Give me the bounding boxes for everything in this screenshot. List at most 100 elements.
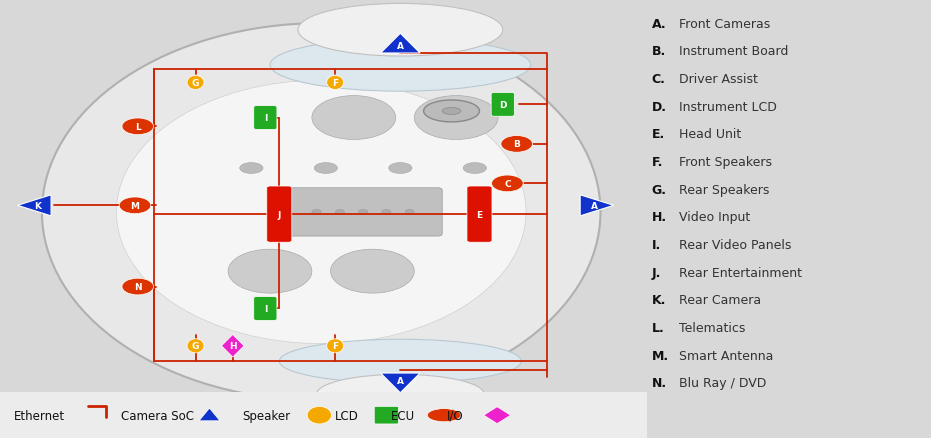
Ellipse shape	[317, 374, 484, 414]
Text: K: K	[34, 201, 41, 210]
Text: N: N	[134, 283, 142, 291]
Polygon shape	[18, 195, 51, 216]
Text: G.: G.	[652, 183, 667, 196]
Text: Camera SoC: Camera SoC	[121, 409, 194, 422]
Text: D.: D.	[652, 100, 667, 113]
Text: A: A	[397, 42, 404, 50]
Ellipse shape	[270, 39, 531, 92]
Text: C: C	[504, 180, 511, 188]
Text: Rear Camera: Rear Camera	[675, 293, 762, 307]
Ellipse shape	[327, 76, 344, 90]
Text: Head Unit: Head Unit	[675, 128, 741, 141]
Text: A.: A.	[652, 18, 667, 31]
Ellipse shape	[312, 96, 396, 140]
FancyBboxPatch shape	[374, 406, 398, 424]
Text: LCD: LCD	[335, 409, 359, 422]
Ellipse shape	[314, 163, 337, 174]
Text: L: L	[135, 123, 141, 131]
FancyBboxPatch shape	[284, 188, 442, 237]
Ellipse shape	[424, 101, 479, 123]
Polygon shape	[222, 335, 244, 357]
Text: G: G	[192, 342, 199, 350]
FancyBboxPatch shape	[267, 187, 291, 243]
Polygon shape	[484, 407, 510, 424]
Text: J.: J.	[652, 266, 661, 279]
FancyBboxPatch shape	[254, 297, 277, 321]
Polygon shape	[580, 195, 614, 216]
Text: I.: I.	[652, 238, 661, 251]
Text: F.: F.	[652, 155, 663, 169]
Text: M: M	[130, 201, 140, 210]
Ellipse shape	[122, 119, 154, 135]
Text: N.: N.	[652, 376, 667, 389]
Ellipse shape	[312, 210, 321, 215]
Ellipse shape	[492, 176, 523, 192]
FancyBboxPatch shape	[0, 392, 647, 438]
Ellipse shape	[501, 136, 533, 153]
Text: K.: K.	[652, 293, 666, 307]
Text: I: I	[263, 114, 267, 123]
Ellipse shape	[464, 163, 486, 174]
Polygon shape	[381, 373, 420, 393]
Text: E: E	[477, 210, 482, 219]
Ellipse shape	[307, 406, 331, 424]
Ellipse shape	[116, 81, 526, 344]
Text: J: J	[277, 210, 281, 219]
Text: H.: H.	[652, 211, 667, 224]
Ellipse shape	[298, 4, 503, 57]
FancyBboxPatch shape	[492, 93, 514, 117]
Ellipse shape	[122, 279, 154, 295]
Text: M.: M.	[652, 349, 668, 362]
Text: Rear Speakers: Rear Speakers	[675, 183, 769, 196]
Ellipse shape	[228, 250, 312, 293]
Text: E.: E.	[652, 128, 665, 141]
Ellipse shape	[442, 108, 461, 115]
Polygon shape	[381, 34, 420, 54]
FancyBboxPatch shape	[254, 106, 277, 130]
Text: B.: B.	[652, 45, 666, 58]
Text: F: F	[332, 79, 338, 88]
Text: Instrument LCD: Instrument LCD	[675, 100, 776, 113]
Text: L.: L.	[652, 321, 665, 334]
Text: Smart Antenna: Smart Antenna	[675, 349, 774, 362]
Text: Rear Entertainment: Rear Entertainment	[675, 266, 802, 279]
Text: Driver Assist: Driver Assist	[675, 73, 758, 86]
Text: I/O: I/O	[447, 409, 464, 422]
Text: Telematics: Telematics	[675, 321, 746, 334]
Text: ECU: ECU	[391, 409, 415, 422]
Ellipse shape	[331, 250, 414, 293]
Text: Rear Video Panels: Rear Video Panels	[675, 238, 791, 251]
Ellipse shape	[382, 210, 391, 215]
Ellipse shape	[279, 339, 521, 383]
Text: A: A	[397, 377, 404, 385]
Text: B: B	[513, 140, 520, 149]
Polygon shape	[199, 408, 220, 421]
Ellipse shape	[42, 24, 600, 401]
Text: Video Input: Video Input	[675, 211, 750, 224]
Text: Speaker: Speaker	[242, 409, 290, 422]
Ellipse shape	[405, 210, 414, 215]
Text: C.: C.	[652, 73, 666, 86]
Text: Instrument Board: Instrument Board	[675, 45, 789, 58]
Ellipse shape	[327, 339, 344, 353]
FancyBboxPatch shape	[467, 187, 492, 243]
Ellipse shape	[119, 198, 151, 214]
Text: G: G	[192, 79, 199, 88]
Ellipse shape	[187, 76, 204, 90]
Text: F: F	[332, 342, 338, 350]
Ellipse shape	[240, 163, 263, 174]
Ellipse shape	[414, 96, 498, 140]
Text: Blu Ray / DVD: Blu Ray / DVD	[675, 376, 766, 389]
Ellipse shape	[358, 210, 368, 215]
Text: Front Speakers: Front Speakers	[675, 155, 772, 169]
Text: Ethernet: Ethernet	[14, 409, 65, 422]
Ellipse shape	[187, 339, 204, 353]
Text: Front Cameras: Front Cameras	[675, 18, 770, 31]
Ellipse shape	[335, 210, 344, 215]
Text: A: A	[590, 201, 598, 210]
Ellipse shape	[427, 409, 461, 422]
Text: D: D	[499, 101, 506, 110]
Ellipse shape	[389, 163, 412, 174]
Text: H: H	[229, 342, 236, 350]
Text: I: I	[263, 304, 267, 313]
